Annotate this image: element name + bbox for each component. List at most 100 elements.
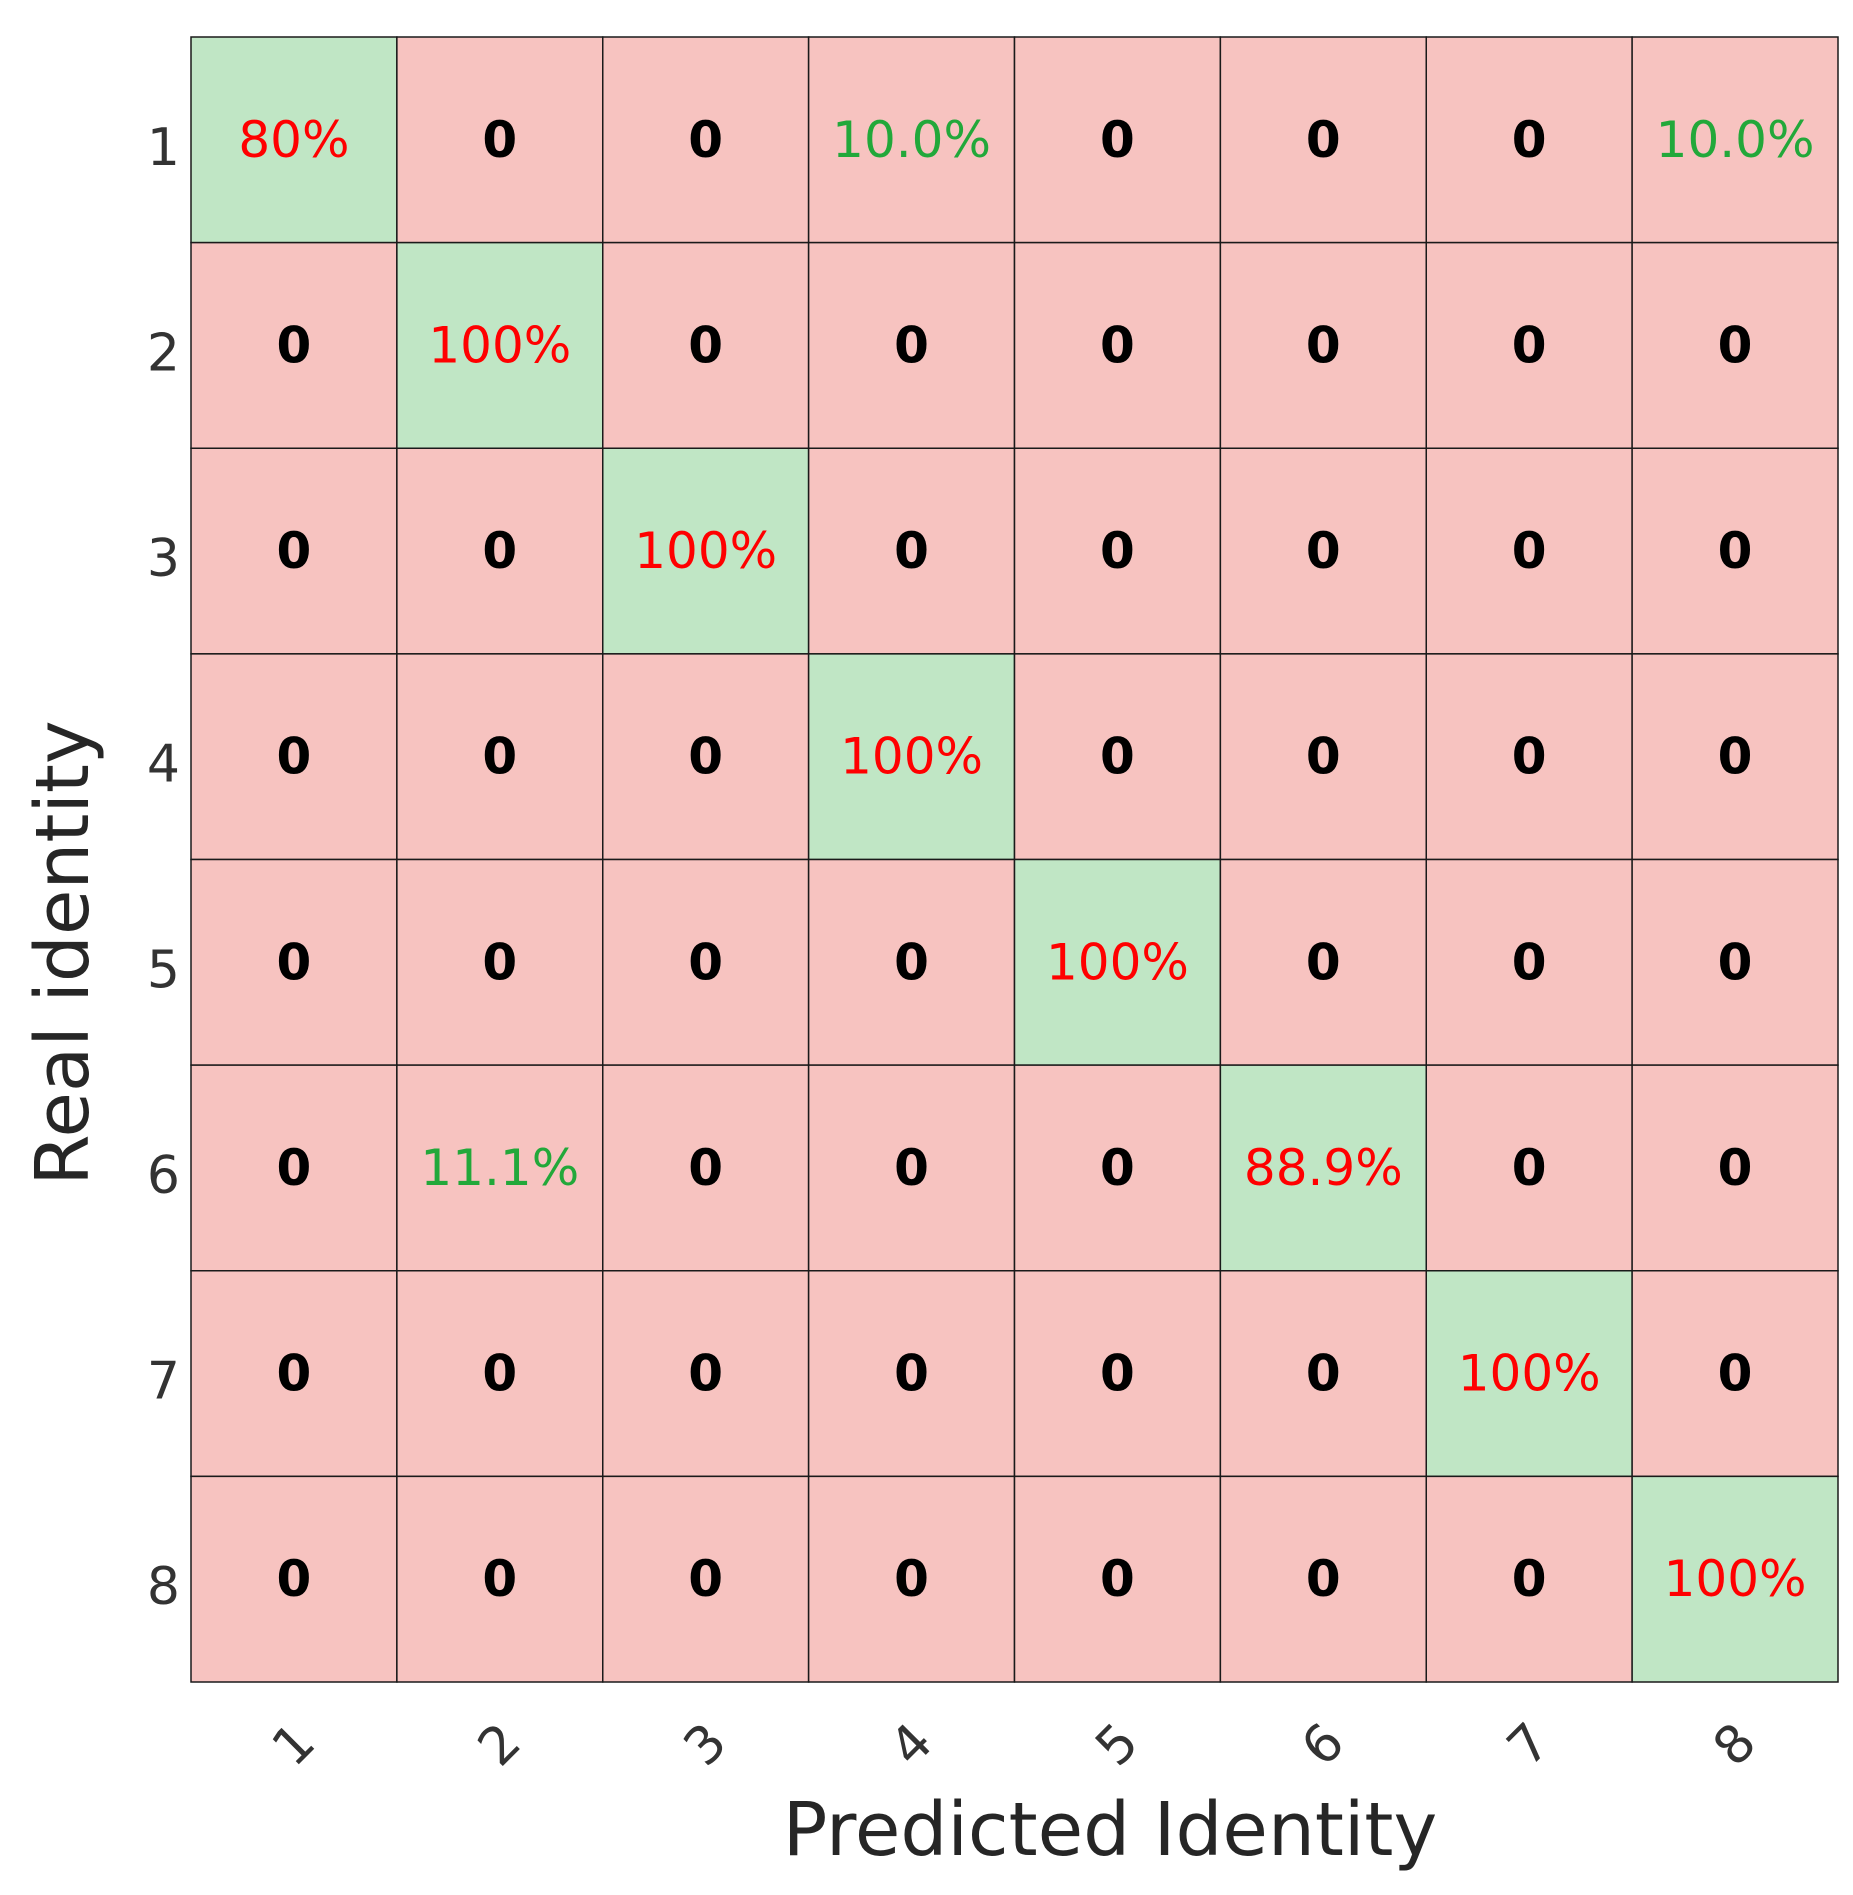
matrix-cell-5-5 xyxy=(1013,858,1222,1066)
cell-value-2-7: 0 xyxy=(1512,316,1547,374)
matrix-cell-8-5 xyxy=(1013,1475,1222,1683)
matrix-cell-8-8 xyxy=(1631,1475,1839,1683)
cell-value-1-1: 80% xyxy=(238,111,349,169)
matrix-cell-1-2 xyxy=(396,36,604,244)
y-tick-label-6: 6 xyxy=(147,1146,180,1206)
matrix-cell-5-3 xyxy=(602,858,810,1066)
matrix-cell-5-6 xyxy=(1219,858,1427,1066)
x-tick-label-7: 7 xyxy=(1496,1712,1562,1778)
matrix-cell-2-8 xyxy=(1631,241,1839,449)
matrix-cell-8-6 xyxy=(1219,1475,1427,1683)
cell-value-6-1: 0 xyxy=(277,1139,312,1197)
matrix-cell-3-8 xyxy=(1631,447,1839,655)
y-tick-label-2: 2 xyxy=(147,323,180,383)
x-tick-label-3: 3 xyxy=(673,1712,739,1778)
cell-value-7-5: 0 xyxy=(1100,1345,1135,1403)
matrix-cells: 80% 0 0 10.0% 0 0 0 10.0% 0 100% 0 0 0 0 0 0 0 0 100% 0 0 0 0 0… xyxy=(190,36,1839,1683)
y-tick-label-1: 1 xyxy=(147,118,180,178)
cell-value-8-7: 0 xyxy=(1512,1550,1547,1608)
matrix-cell-6-8 xyxy=(1631,1064,1839,1272)
cell-value-4-8: 0 xyxy=(1718,728,1753,786)
cell-value-2-4: 0 xyxy=(894,316,929,374)
cell-value-8-1: 0 xyxy=(277,1550,312,1608)
matrix-cell-1-6 xyxy=(1219,36,1427,244)
matrix-cell-8-3 xyxy=(602,1475,810,1683)
x-axis-label: Predicted Identity xyxy=(783,1787,1438,1873)
matrix-cell-3-3 xyxy=(602,447,810,655)
cell-value-5-2: 0 xyxy=(482,933,517,991)
matrix-cell-3-5 xyxy=(1013,447,1222,655)
cell-value-2-3: 0 xyxy=(688,316,723,374)
cell-value-6-2: 11.1% xyxy=(420,1139,579,1197)
matrix-cell-7-2 xyxy=(396,1270,604,1478)
matrix-cell-3-1 xyxy=(190,447,398,655)
cell-value-2-2: 100% xyxy=(428,316,571,374)
cell-value-7-2: 0 xyxy=(482,1345,517,1403)
cell-value-6-5: 0 xyxy=(1100,1139,1135,1197)
cell-value-4-6: 0 xyxy=(1306,728,1341,786)
cell-value-1-5: 0 xyxy=(1100,111,1135,169)
matrix-cell-2-2 xyxy=(396,241,604,449)
y-tick-label-4: 4 xyxy=(147,735,180,795)
matrix-cell-8-4 xyxy=(807,1475,1016,1683)
cell-value-8-3: 0 xyxy=(688,1550,723,1608)
matrix-cell-5-2 xyxy=(396,858,604,1066)
cell-value-4-3: 0 xyxy=(688,728,723,786)
matrix-cell-1-5 xyxy=(1013,36,1222,244)
cell-value-7-8: 0 xyxy=(1718,1345,1753,1403)
cell-value-7-3: 0 xyxy=(688,1345,723,1403)
x-tick-label-4: 4 xyxy=(879,1712,945,1778)
cell-value-2-6: 0 xyxy=(1306,316,1341,374)
cell-value-5-5: 100% xyxy=(1046,933,1189,991)
cell-value-6-3: 0 xyxy=(688,1139,723,1197)
matrix-cell-7-7 xyxy=(1425,1270,1633,1478)
matrix-cell-6-7 xyxy=(1425,1064,1633,1272)
matrix-cell-4-3 xyxy=(602,653,810,861)
matrix-cell-7-1 xyxy=(190,1270,398,1478)
cell-value-5-3: 0 xyxy=(688,933,723,991)
cell-value-4-5: 0 xyxy=(1100,728,1135,786)
y-tick-label-7: 7 xyxy=(147,1352,180,1412)
cell-value-3-8: 0 xyxy=(1718,522,1753,580)
matrix-cell-1-3 xyxy=(602,36,810,244)
cell-value-7-6: 0 xyxy=(1306,1345,1341,1403)
cell-value-7-4: 0 xyxy=(894,1345,929,1403)
matrix-cell-4-5 xyxy=(1013,653,1222,861)
cell-value-1-6: 0 xyxy=(1306,111,1341,169)
cell-value-1-7: 0 xyxy=(1512,111,1547,169)
cell-value-6-6: 88.9% xyxy=(1244,1139,1403,1197)
matrix-cell-3-6 xyxy=(1219,447,1427,655)
cell-value-4-7: 0 xyxy=(1512,728,1547,786)
cell-value-5-4: 0 xyxy=(894,933,929,991)
cell-value-2-8: 0 xyxy=(1718,316,1753,374)
x-tick-labels: 1 2 3 4 5 6 7 8 xyxy=(261,1712,1768,1778)
cell-value-4-1: 0 xyxy=(277,728,312,786)
cell-value-6-4: 0 xyxy=(894,1139,929,1197)
y-tick-label-3: 3 xyxy=(147,529,180,589)
matrix-cell-3-2 xyxy=(396,447,604,655)
matrix-cell-6-5 xyxy=(1013,1064,1222,1272)
cell-value-8-2: 0 xyxy=(482,1550,517,1608)
matrix-cell-2-5 xyxy=(1013,241,1222,449)
cell-value-3-3: 100% xyxy=(634,522,777,580)
cell-value-2-5: 0 xyxy=(1100,316,1135,374)
matrix-cell-7-8 xyxy=(1631,1270,1839,1478)
matrix-cell-7-5 xyxy=(1013,1270,1222,1478)
y-axis-label: Real identity xyxy=(20,720,106,1185)
x-tick-label-6: 6 xyxy=(1290,1712,1356,1778)
x-tick-label-5: 5 xyxy=(1085,1712,1151,1778)
matrix-cell-4-1 xyxy=(190,653,398,861)
cell-value-5-1: 0 xyxy=(277,933,312,991)
cell-value-5-8: 0 xyxy=(1718,933,1753,991)
cell-value-2-1: 0 xyxy=(277,316,312,374)
cell-value-8-4: 0 xyxy=(894,1550,929,1608)
matrix-cell-3-7 xyxy=(1425,447,1633,655)
matrix-cell-2-4 xyxy=(807,241,1016,449)
cell-value-6-7: 0 xyxy=(1512,1139,1547,1197)
matrix-cell-7-6 xyxy=(1219,1270,1427,1478)
matrix-cell-7-3 xyxy=(602,1270,810,1478)
matrix-cell-5-7 xyxy=(1425,858,1633,1066)
cell-value-4-4: 100% xyxy=(840,728,983,786)
matrix-cell-1-4 xyxy=(807,36,1016,244)
matrix-cell-6-6 xyxy=(1219,1064,1427,1272)
